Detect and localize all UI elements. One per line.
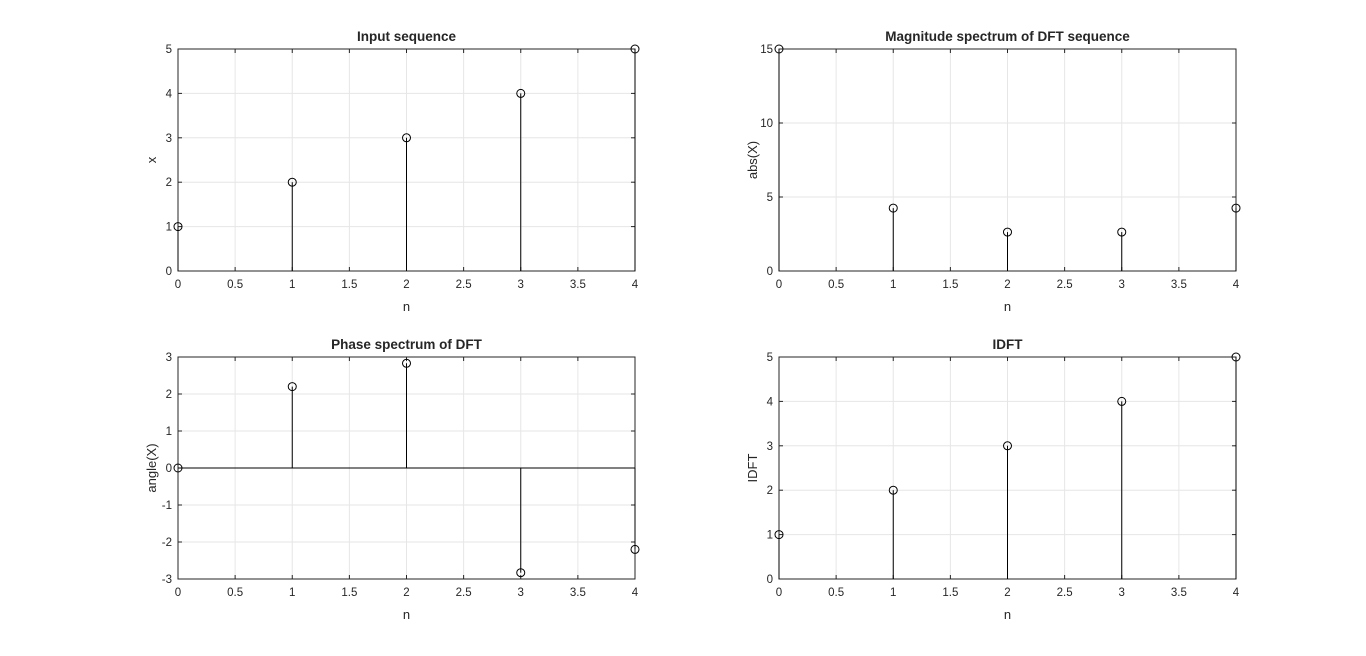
stem-marker [402,358,411,368]
y-tick-label: 3 [166,352,172,364]
x-tick-label: 2.5 [456,279,472,291]
stem-marker [888,485,898,495]
y-tick-label: 0 [767,266,773,278]
x-tick-label: 3 [518,279,524,291]
x-tick-label: 0.5 [227,587,243,599]
x-tick-label: 0.5 [828,279,844,291]
x-tick-label: 1 [890,587,896,599]
y-axis-label: abs(X) [745,141,760,179]
y-tick-label: 3 [767,441,773,453]
stem-marker [888,203,898,213]
x-axis-label: n [1004,299,1011,314]
y-tick-label: 5 [166,44,172,56]
x-tick-label: 4 [632,587,639,599]
x-tick-label: 4 [1233,279,1240,291]
x-axis-label: n [403,299,410,314]
y-tick-label: 10 [760,118,773,130]
y-tick-label: -1 [162,500,172,512]
y-tick-label: 0 [767,574,773,586]
y-tick-label: 4 [166,88,173,100]
x-tick-label: 3 [1119,279,1125,291]
x-tick-label: 4 [632,279,639,291]
y-axis-label: IDFT [745,454,760,483]
y-tick-label: 4 [767,396,774,408]
y-tick-label: 0 [166,463,172,475]
y-axis-label: angle(X) [144,443,159,492]
x-tick-label: 1.5 [942,279,958,291]
stem-marker [287,382,297,392]
subplot-2: 0 0.5 1 1.5 2 2.5 3 3.5 4 0 5 10 15 Magnitude spectru… [745,29,1241,314]
x-tick-label: 1.5 [942,587,958,599]
y-tick-label: 5 [767,352,773,364]
x-tick-label: 1 [890,279,896,291]
stem-marker [630,44,640,54]
y-tick-label: 1 [166,222,172,234]
x-tick-label: 2.5 [1057,279,1073,291]
x-tick-label: 1 [289,279,295,291]
stem-marker [1117,396,1127,406]
x-tick-label: 0.5 [828,587,844,599]
subplot-3: 0 0.5 1 1.5 2 2.5 3 3.5 4 -3 -2 -1 0 1 2 3 Phase spectru… [144,337,640,622]
x-tick-label: 1 [289,587,295,599]
y-tick-label: 15 [760,44,773,56]
stem-marker [516,568,526,578]
x-tick-label: 4 [1233,587,1240,599]
stem-marker [402,133,411,143]
x-tick-label: 3.5 [570,279,586,291]
stem-marker [173,222,183,232]
x-axis-label: n [1004,607,1011,622]
subplot-title: Phase spectrum of DFT [331,337,483,352]
y-tick-label: 2 [767,485,773,497]
x-tick-label: 2.5 [1057,587,1073,599]
subplot-title: Input sequence [357,29,457,44]
x-tick-label: 2 [403,279,409,291]
x-tick-label: 2 [1004,587,1010,599]
stem-marker [774,530,784,540]
y-tick-label: -3 [162,574,172,586]
stem-marker [287,177,297,187]
stem-marker [1117,227,1127,237]
stem-marker [1231,203,1241,213]
x-tick-label: 2.5 [456,587,472,599]
x-tick-label: 0 [175,587,181,599]
x-tick-label: 0.5 [227,279,243,291]
stem-marker [173,463,183,473]
subplot-1: 0 0.5 1 1.5 2 2.5 3 3.5 4 0 1 2 3 4 5 Input sequence n x [144,29,640,314]
y-tick-label: -2 [162,537,172,549]
stem-marker [516,88,526,98]
x-tick-label: 1.5 [341,587,357,599]
y-tick-label: 3 [166,133,172,145]
y-tick-label: 5 [767,192,773,204]
x-tick-label: 0 [776,587,782,599]
x-tick-label: 3.5 [1171,279,1187,291]
x-tick-label: 2 [403,587,409,599]
stem-marker [1003,227,1012,237]
subplot-4: 0 0.5 1 1.5 2 2.5 3 3.5 4 0 1 2 3 4 5 IDFT n IDFT [745,337,1241,622]
x-tick-label: 2 [1004,279,1010,291]
x-tick-label: 3 [518,587,524,599]
stem-marker [774,44,784,54]
y-tick-label: 1 [166,426,172,438]
y-tick-label: 2 [166,389,172,401]
x-tick-label: 3.5 [570,587,586,599]
y-tick-label: 1 [767,530,773,542]
y-tick-label: 0 [166,266,172,278]
x-axis-label: n [403,607,410,622]
subplot-title: IDFT [993,337,1024,352]
x-tick-label: 0 [175,279,181,291]
stem-marker [1231,352,1241,362]
x-tick-label: 1.5 [341,279,357,291]
subplot-title: Magnitude spectrum of DFT sequence [885,29,1130,44]
y-tick-label: 2 [166,177,172,189]
x-tick-label: 0 [776,279,782,291]
y-axis-label: x [144,156,159,163]
stem-marker [630,544,640,554]
x-tick-label: 3 [1119,587,1125,599]
x-tick-label: 3.5 [1171,587,1187,599]
stem-marker [1003,441,1012,451]
